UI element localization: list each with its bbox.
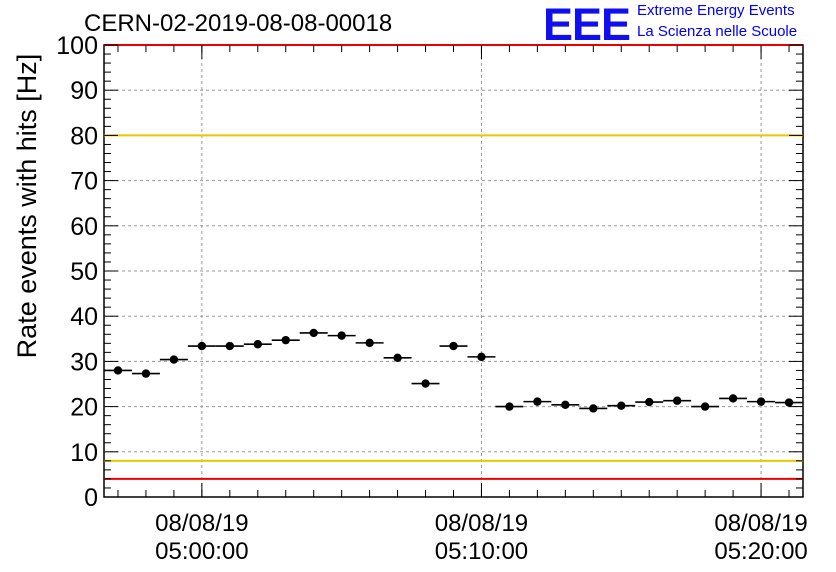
axis-ticks [104,44,803,498]
data-point [589,404,598,413]
x-tick-label-date: 08/08/19 [435,510,528,537]
y-tick-label: 20 [70,394,98,422]
data-point [617,401,626,410]
x-tick-label-date: 08/08/19 [155,510,248,537]
data-point [393,353,402,362]
data-point [169,355,179,364]
data-point [253,340,262,349]
data-point [645,397,654,407]
logo-subtitle-1: Extreme Energy Events [637,2,795,19]
y-axis-label: Rate events with hits [Hz] [12,53,42,359]
y-tick-label: 90 [70,77,98,105]
y-tick-label: 70 [70,168,98,196]
data-point [561,400,570,409]
data-point [533,397,542,406]
x-tick-label-time: 05:10:00 [435,538,528,565]
x-tick-label-time: 05:20:00 [714,538,807,565]
x-tick-label-date: 08/08/19 [714,510,807,537]
data-point [421,379,430,388]
y-tick-label: 0 [84,484,98,512]
y-tick-label: 100 [56,32,98,60]
data-points [104,328,803,413]
y-tick-label: 30 [70,348,98,376]
grid-lines [104,45,803,497]
data-point [784,398,794,407]
data-point [700,402,710,411]
data-point [365,338,374,348]
y-tick-label: 50 [70,258,98,286]
y-tick-label: 60 [70,213,98,241]
data-point [477,352,486,362]
y-tick-label: 80 [70,122,98,150]
y-tick-labels: 0 10 20 30 40 50 60 70 80 90 100 [56,32,98,512]
y-tick-label: 10 [70,439,98,467]
data-point [281,335,290,345]
run-title: CERN-02-2019-08-08-00018 [84,10,393,37]
data-point [309,328,318,338]
data-point [728,394,738,403]
data-point [449,341,458,351]
eee-logo: EEE [543,0,631,50]
data-point [672,396,682,405]
data-point [141,369,151,378]
data-point [337,331,346,340]
logo-subtitle-2: La Scienza nelle Scuole [637,23,798,40]
x-tick-labels: 08/08/1905:00:0008/08/1905:10:0008/08/19… [155,510,808,565]
data-point [225,341,235,351]
data-point [505,402,514,411]
data-point [756,397,766,406]
x-tick-label-time: 05:00:00 [155,538,248,565]
data-point [197,341,207,351]
y-tick-label: 40 [70,303,98,331]
data-point [113,366,123,375]
